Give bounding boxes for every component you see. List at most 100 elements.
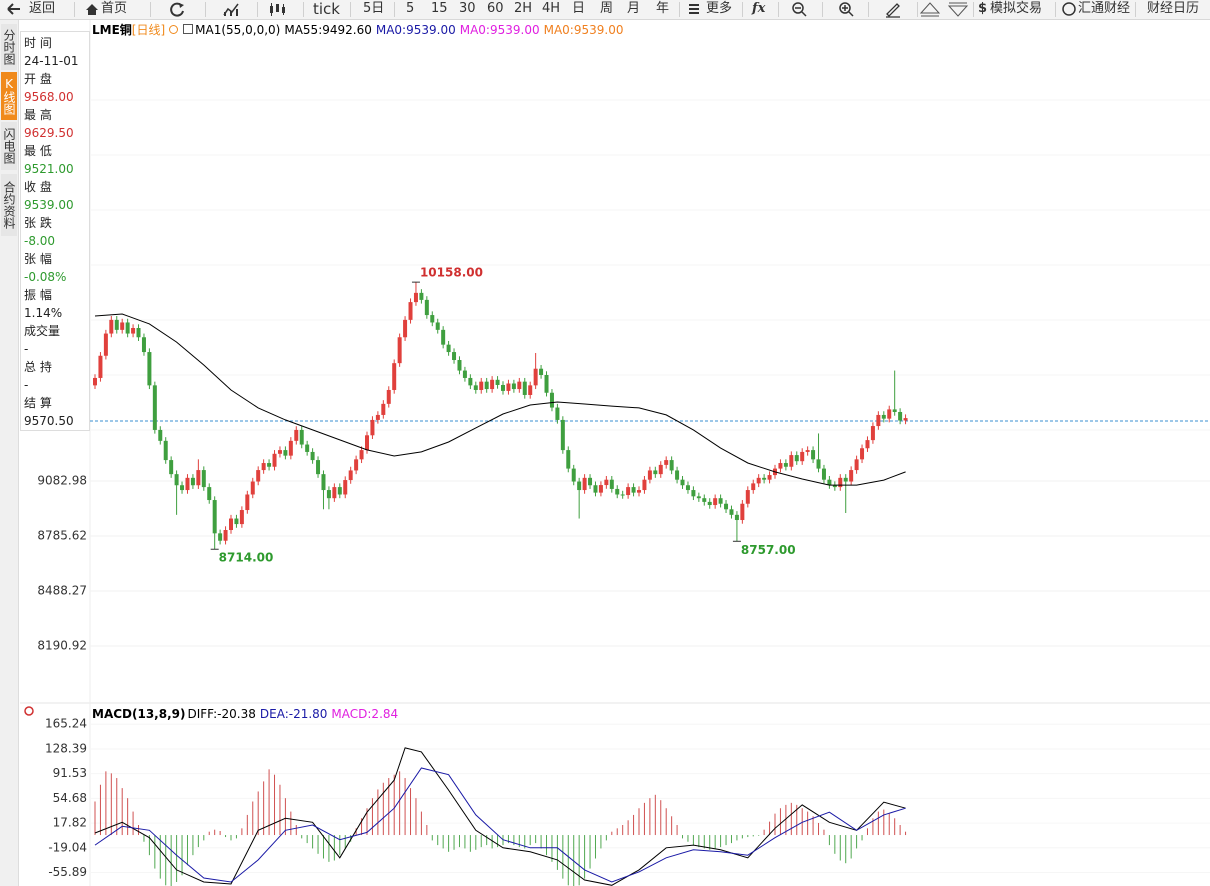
candle-body [789, 455, 794, 467]
candle-body [158, 429, 163, 441]
candle-body [365, 435, 369, 451]
candle-body [767, 475, 772, 480]
candle-body [403, 319, 408, 338]
candle-body [196, 470, 201, 486]
toolbar-item[interactable]: 周 [600, 1, 614, 16]
candle-body [647, 470, 652, 480]
toolbar-item[interactable]: 5日 [363, 1, 385, 16]
candle-body [805, 450, 810, 452]
y-tick-label: 8488.27 [37, 583, 87, 597]
candle-body [223, 530, 228, 541]
candle-body [511, 383, 516, 390]
toolbar-item[interactable]: 4H [542, 1, 561, 16]
info-label: 最 高 [24, 108, 52, 122]
legend-entry: MA0:9539.00 [543, 23, 624, 37]
candle-body [838, 477, 843, 488]
candle-body [120, 322, 125, 330]
candle-body [190, 477, 195, 486]
candle-body [615, 488, 620, 495]
period: [日线] [131, 23, 166, 37]
info-label: 成交量 [24, 324, 61, 338]
toolbar-item[interactable]: 60 [487, 1, 504, 16]
candle-body [756, 477, 761, 484]
candle-body [484, 381, 489, 390]
toolbar-item[interactable]: fx [752, 1, 766, 16]
info-label: 结 算 [24, 396, 52, 410]
indicator: MACD(13,8,9) [92, 707, 186, 721]
extreme-label: 10158.00 [420, 266, 483, 280]
candle-body [800, 451, 805, 462]
candle-body [577, 481, 582, 491]
candle-body [316, 460, 321, 475]
toolbar-item[interactable]: 30 [459, 1, 476, 16]
toolbar-item[interactable]: 15 [431, 1, 448, 16]
toolbar-item[interactable]: 首页 [101, 1, 128, 16]
info-value: 9629.50 [24, 126, 74, 140]
dea-line [94, 767, 906, 883]
toolbar-item[interactable]: 年 [656, 1, 670, 16]
toolbar-item[interactable]: 2H [514, 1, 533, 16]
price-panel: 10158.00 8714.00 8757.00 [20, 99, 1210, 647]
candle-body [457, 360, 462, 371]
side-tab[interactable]: 闪电图 [1, 122, 17, 170]
info-label: 振 幅 [24, 288, 52, 302]
y-tick-label: 9082.98 [37, 473, 87, 487]
info-label: 总 持 [24, 360, 52, 374]
candle-body [473, 385, 478, 390]
candle-body [517, 381, 522, 390]
candle-body [131, 328, 136, 334]
candle-body [843, 477, 848, 482]
side-tab[interactable]: 合约资料 [1, 174, 17, 236]
y-tick-label: 8785.62 [37, 528, 87, 542]
toolbar-item[interactable]: 返回 [29, 1, 56, 16]
candle-body [854, 459, 859, 471]
candle-body [430, 315, 435, 323]
candle-body [740, 503, 745, 521]
candle-body [103, 333, 108, 356]
toolbar-item[interactable]: 5 [406, 1, 415, 16]
candle-body [588, 477, 593, 486]
candle-body [381, 403, 386, 415]
toolbar-item[interactable]: 日 [572, 1, 586, 16]
info-value: -8.00 [24, 234, 56, 248]
candle-body [881, 414, 886, 419]
candle-body [816, 459, 821, 469]
toolbar-item[interactable]: 更多 [706, 1, 733, 16]
candle-body [201, 470, 206, 488]
candle-body [544, 374, 549, 393]
candle-body [245, 494, 250, 511]
y-tick-label: -55.89 [48, 865, 87, 879]
legend-entry: MA0:9539.00 [375, 23, 456, 37]
candle-body [637, 490, 641, 493]
candle-body [321, 474, 326, 491]
toolbar-item[interactable]: 汇通财经 [1078, 1, 1131, 16]
macd-legend: MACD(13,8,9) DIFF:-20.38 DEA:-21.80 MACD:2.… [92, 707, 402, 721]
side-tabs: 分时图 K线图 闪电图 合约资料 [0, 20, 19, 886]
candle-body [707, 501, 712, 506]
toolbar-item[interactable]: 模拟交易 [990, 1, 1043, 16]
info-label: 张 跌 [24, 216, 52, 230]
price-legend: LME铜[日线] MA1(55,0,0,0) MA55:9492.60 MA0:953… [92, 23, 627, 37]
toolbar-item[interactable]: 财经日历 [1147, 1, 1200, 16]
candle-body [229, 518, 233, 531]
candle-body [626, 487, 631, 496]
candle-body [898, 411, 903, 421]
candle-body [207, 487, 212, 501]
icon [169, 25, 179, 34]
side-tab[interactable]: K线图 [1, 72, 17, 120]
info-value: - [24, 342, 29, 356]
y-tick-label: 8190.92 [37, 639, 87, 653]
candle-body [903, 418, 908, 421]
candle-body [685, 485, 690, 491]
candle-body [549, 392, 554, 408]
legend-entry: DIFF:-20.38 [187, 707, 256, 721]
toolbar-item[interactable]: tick [313, 0, 340, 18]
axes: 9082.98 8785.62 8488.27 8190.92 165.24 128.39… [37, 473, 87, 879]
toolbar-item[interactable]: 月 [627, 1, 641, 16]
candle-body [490, 379, 495, 390]
candle-body [413, 292, 418, 303]
candle-body [734, 514, 739, 521]
candle-body [794, 455, 799, 462]
side-tab[interactable]: 分时图 [1, 24, 17, 70]
